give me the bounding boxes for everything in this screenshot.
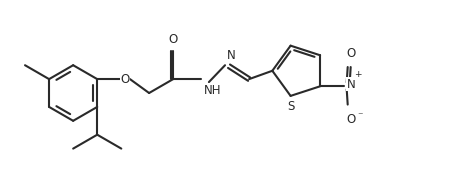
Text: O: O [346,47,355,60]
Text: S: S [287,100,294,113]
Text: ⁻: ⁻ [358,112,363,122]
Text: N: N [347,78,355,91]
Text: NH: NH [204,84,221,97]
Text: +: + [354,70,361,79]
Text: O: O [120,73,130,86]
Text: O: O [169,33,178,46]
Text: N: N [227,49,236,62]
Text: O: O [346,112,355,126]
